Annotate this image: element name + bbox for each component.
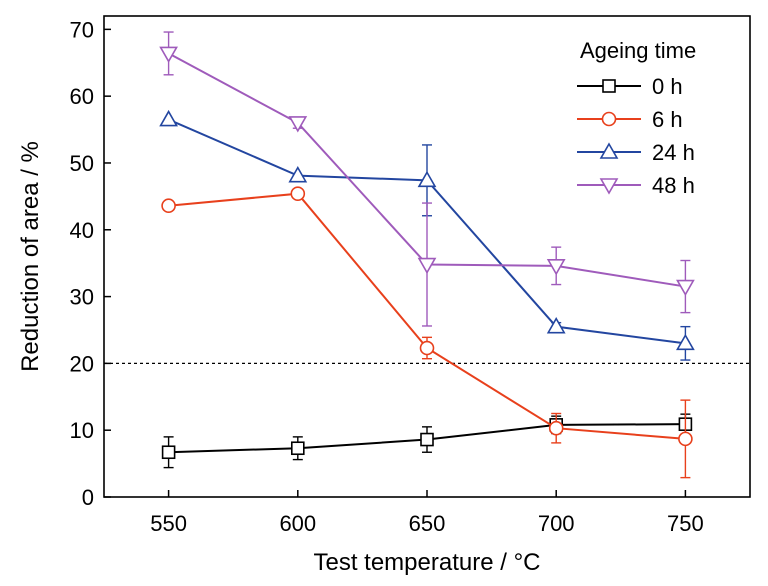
series-layer <box>159 31 695 479</box>
data-point <box>161 445 176 460</box>
x-tick-label: 600 <box>279 511 316 536</box>
data-point <box>288 116 308 133</box>
legend-marker <box>601 111 617 127</box>
x-tick-label: 700 <box>538 511 575 536</box>
data-point <box>420 432 434 447</box>
y-tick-label: 40 <box>70 218 94 243</box>
data-point <box>417 170 437 188</box>
data-point <box>290 441 305 456</box>
legend-marker <box>599 178 619 195</box>
legend-label: 6 h <box>652 107 683 132</box>
series-0-h <box>161 413 693 469</box>
y-tick-label: 50 <box>70 151 94 176</box>
legend-label: 48 h <box>652 173 695 198</box>
y-tick-label: 0 <box>82 485 94 510</box>
legend-entry: 6 h <box>577 107 683 132</box>
legend-label: 0 h <box>652 74 683 99</box>
y-tick-label: 60 <box>70 84 94 109</box>
y-tick-label: 10 <box>70 418 94 443</box>
legend-entry: 24 h <box>577 140 695 165</box>
legend-entry: 48 h <box>577 173 695 198</box>
data-point <box>159 46 178 64</box>
series-48-h <box>159 31 695 327</box>
data-point <box>161 198 176 214</box>
data-point <box>546 317 566 334</box>
y-tick-label: 20 <box>70 351 94 376</box>
legend-marker <box>599 142 619 159</box>
y-tick-label: 70 <box>70 17 94 42</box>
legend-label: 24 h <box>652 140 695 165</box>
data-point <box>290 186 306 202</box>
x-axis-title: Test temperature / °C <box>313 549 540 576</box>
data-point <box>419 340 435 356</box>
data-point <box>417 257 437 275</box>
data-point <box>546 259 566 276</box>
legend-entry: 0 h <box>577 74 683 99</box>
data-point <box>159 109 178 127</box>
axis-layer: 550 600 650 700 750 0 10 20 30 40 50 60 70 <box>70 17 704 536</box>
y-axis-title: Reduction of area / % <box>17 141 44 372</box>
y-tick-label: 30 <box>70 285 94 310</box>
legend: Ageing time 0 h 6 h 24 h 48 h <box>577 38 696 198</box>
x-tick-label: 750 <box>667 511 704 536</box>
data-point <box>676 333 695 351</box>
data-point <box>678 431 693 447</box>
data-point <box>288 166 308 183</box>
data-point <box>676 279 695 297</box>
series-6-h <box>161 186 693 479</box>
legend-title: Ageing time <box>580 38 696 63</box>
x-tick-label: 550 <box>150 511 187 536</box>
x-tick-label: 650 <box>409 511 446 536</box>
legend-marker <box>602 79 616 93</box>
data-point <box>548 420 564 436</box>
